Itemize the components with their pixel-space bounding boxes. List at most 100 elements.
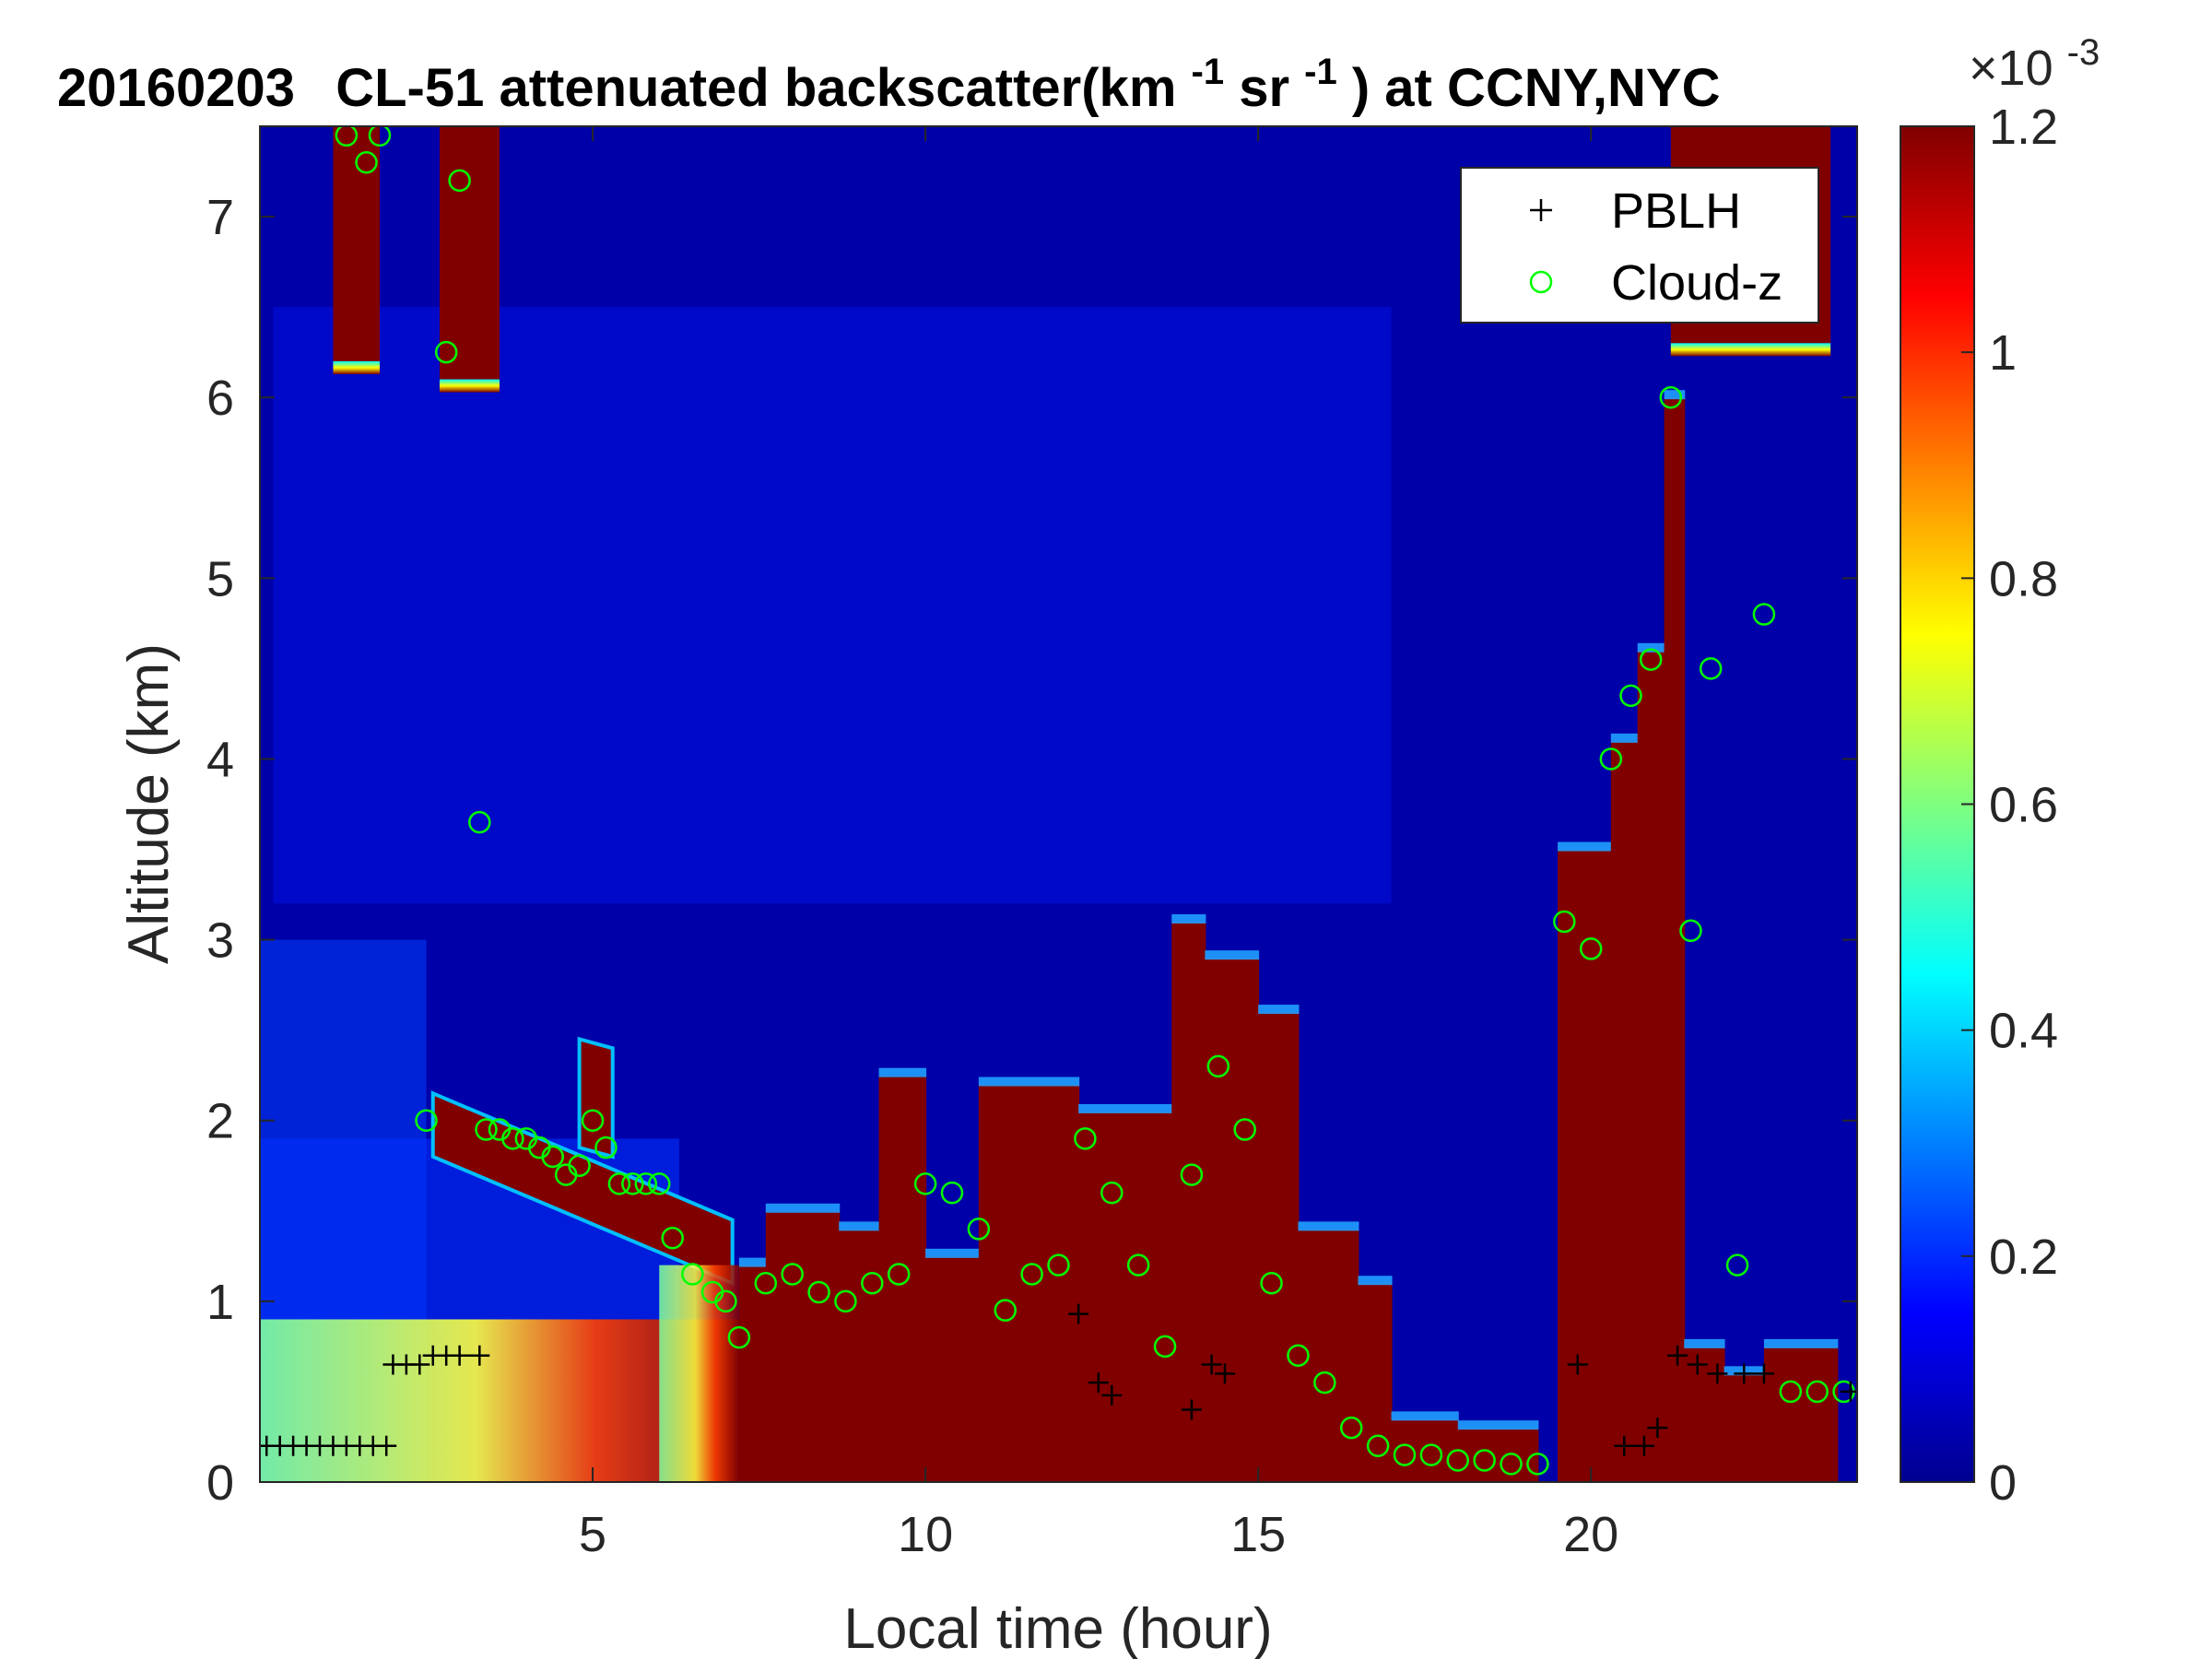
boundary-layer-top	[1763, 1338, 1839, 1348]
cloud-z-point	[621, 1172, 644, 1195]
y-axis-label: Altitude (km)	[117, 643, 181, 964]
boundary-layer-block	[1664, 397, 1686, 1482]
pblh-point	[1633, 1435, 1654, 1456]
cloud-z-point	[754, 1272, 778, 1295]
cloud-z-point	[1206, 1054, 1230, 1078]
cloud-z-point	[887, 1263, 911, 1286]
cloud-z-point	[1020, 1263, 1043, 1286]
heatmap-field	[260, 126, 1839, 1482]
high-cloud-edge	[1670, 343, 1831, 357]
cloud-z-point	[468, 810, 491, 834]
pblh-point	[409, 1354, 430, 1375]
pblh-point	[376, 1435, 397, 1456]
pblh-point	[1215, 1363, 1236, 1384]
pblh-point	[1840, 1381, 1857, 1402]
boundary-layer-block	[738, 1265, 767, 1482]
x-axis: 5 10 15 20	[579, 126, 1618, 1562]
boundary-layer-top	[1558, 841, 1612, 852]
y-tick-label: 6	[206, 371, 234, 426]
colorbar-ticks: 0 0.2 0.4 0.6 0.8 1 1.2	[1961, 100, 2058, 1511]
boundary-layer-top	[1171, 913, 1206, 924]
pblh-point	[1201, 1354, 1222, 1375]
cloud-z-point	[1779, 1380, 1803, 1404]
cloud-z-point	[415, 1109, 438, 1132]
boundary-layer-block	[839, 1229, 880, 1482]
x-tick-label: 5	[579, 1507, 606, 1562]
boundary-layer-top	[878, 1067, 927, 1077]
cloud-z-point	[1553, 910, 1576, 934]
cloud-z-point	[1500, 1453, 1523, 1476]
legend-label-cloud-z: Cloud-z	[1611, 255, 1783, 311]
colorbar: 0 0.2 0.4 0.6 0.8 1 1.2 ×10 -3	[1900, 32, 2100, 1511]
cloud-z-point	[594, 1135, 618, 1159]
cloud-z-point	[448, 169, 471, 193]
cloud-z-point	[475, 1118, 498, 1141]
boundary-layer-block	[878, 1075, 927, 1482]
boundary-layer-block	[1205, 958, 1260, 1482]
cloud-z-point	[1126, 1253, 1150, 1277]
cloud-z-point	[727, 1325, 751, 1349]
series-cloud-z	[335, 126, 1855, 1476]
cloud-z-point	[607, 1172, 631, 1195]
boundary-layer-block	[1391, 1418, 1459, 1482]
y-tick-label: 3	[206, 913, 234, 969]
cloud-z-point	[1599, 747, 1623, 771]
cloud-z-point	[781, 1263, 804, 1286]
cloud-z-point	[807, 1280, 830, 1304]
boundary-layer-top	[738, 1257, 767, 1267]
cloud-z-point	[1366, 1434, 1390, 1458]
cloud-z-point	[1579, 937, 1603, 960]
legend-item-pblh: PBLH	[1530, 183, 1741, 239]
cloud-z-point	[1446, 1449, 1469, 1472]
series-pblh	[260, 1303, 1857, 1456]
plot-area	[260, 126, 1857, 1482]
colorbar-tick-label: 1.2	[1989, 100, 2058, 155]
colorbar-tick-label: 0	[1989, 1455, 2017, 1511]
legend-marker-circle	[1529, 270, 1553, 294]
high-cloud-edge	[439, 379, 500, 393]
pblh-point	[449, 1345, 470, 1366]
cloud-z-point	[581, 1109, 605, 1132]
cloud-z-point	[940, 1181, 964, 1205]
pblh-point	[1687, 1354, 1708, 1375]
boundary-layer-block	[1610, 740, 1639, 1482]
x-tick-label: 20	[1563, 1507, 1618, 1562]
cloud-z-point	[1313, 1371, 1336, 1394]
cloud-z-point	[1526, 1453, 1549, 1476]
y-tick-label: 2	[206, 1094, 234, 1149]
cloud-z-point	[1473, 1449, 1496, 1472]
boundary-layer-block	[1763, 1346, 1839, 1482]
x-axis-label: Local time (hour)	[843, 1597, 1272, 1659]
chart-title: 20160203 CL-51 attenuated backscatter(km…	[57, 36, 1720, 118]
pblh-point	[1707, 1363, 1728, 1384]
elevated-aerosol-layer	[577, 1036, 615, 1159]
colorbar-exponent: ×10 -3	[1969, 32, 2100, 96]
boundary-layer-block	[1684, 1346, 1725, 1482]
cloud-z-point	[1233, 1118, 1256, 1141]
cloud-z-point	[1419, 1443, 1443, 1466]
pblh-point	[1101, 1384, 1123, 1406]
high-cloud-edge	[333, 360, 380, 374]
boundary-layer-block	[925, 1255, 980, 1482]
transition-zone	[659, 1265, 739, 1482]
cloud-z-point	[1752, 603, 1776, 626]
cloud-z-point	[1047, 1253, 1070, 1277]
cloud-z-point	[681, 1263, 704, 1286]
legend-marker-plus	[1530, 199, 1552, 221]
x-tick-label: 10	[898, 1507, 953, 1562]
cloud-z-point	[1339, 1416, 1363, 1440]
cloud-z-point	[501, 1127, 524, 1150]
cloud-z-point	[1639, 648, 1663, 671]
cloud-z-point	[834, 1289, 857, 1313]
cloud-z-point	[335, 126, 359, 147]
colorbar-exponent-base: ×10	[1969, 41, 2053, 96]
title-sup-2: -1	[1304, 52, 1337, 92]
y-tick-label: 5	[206, 551, 234, 606]
haze-layer	[273, 307, 1392, 904]
y-tick-label: 7	[206, 190, 234, 245]
cloud-z-point	[1260, 1272, 1283, 1295]
colorbar-tick-label: 0.2	[1989, 1230, 2058, 1285]
boundary-layer-top	[1205, 950, 1260, 960]
pblh-point	[1088, 1372, 1109, 1394]
title-text: CL-51 attenuated backscatter(km	[335, 58, 1176, 118]
